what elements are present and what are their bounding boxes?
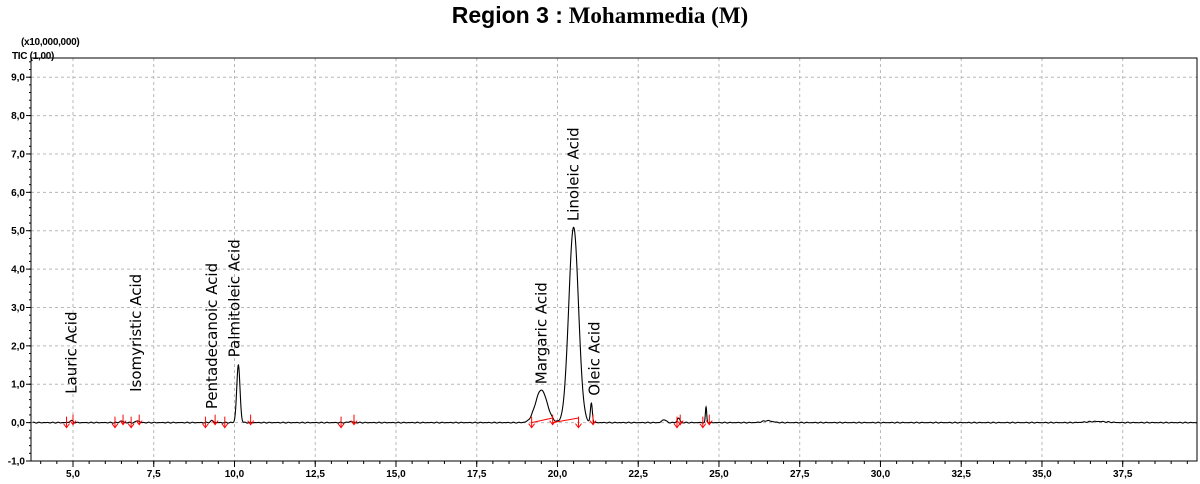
- x-tick-label: 32,5: [951, 469, 971, 480]
- integration-marker-layer: [63, 414, 713, 429]
- x-tick-label: 10,0: [225, 469, 245, 480]
- peak-label-layer: Lauric Acid Isomyristic Acid Pentadecanoic…: [62, 127, 603, 409]
- x-tick-label: 30,0: [871, 469, 891, 480]
- x-tick-label: 15,0: [386, 469, 406, 480]
- y-tick-label: 2,0: [11, 341, 25, 352]
- plot-frame: [30, 57, 1198, 462]
- chromatogram-trace: [32, 226, 1197, 424]
- y-tick-label: 0,0: [11, 418, 25, 429]
- x-tick-label: 37,5: [1113, 469, 1133, 480]
- x-tick-label: 17,5: [467, 469, 487, 480]
- integration-marker: [705, 414, 713, 426]
- y-tick-label: 8,0: [11, 111, 25, 122]
- integration-marker: [111, 416, 119, 429]
- x-tick-label: 27,5: [790, 469, 810, 480]
- peak-label: Oleic Acid: [586, 321, 604, 395]
- x-tick-label: 5,0: [66, 469, 80, 480]
- integration-marker: [549, 414, 557, 426]
- y-tick-label: 3,0: [11, 303, 25, 314]
- peak-label: Lauric Acid: [62, 311, 80, 393]
- integration-marker: [676, 414, 684, 426]
- chart-title-part2: Mohammedia (M): [568, 3, 749, 28]
- x-tick-label: 35,0: [1032, 469, 1052, 480]
- y-tick-label: 9,0: [11, 73, 25, 84]
- integration-marker: [63, 416, 70, 429]
- integration-marker: [337, 416, 345, 429]
- trace-layer: [32, 226, 1197, 424]
- integration-marker: [247, 414, 255, 426]
- integration-marker: [69, 414, 77, 426]
- x-tick-label: 25,0: [709, 469, 729, 480]
- y-scale-label: (x10,000,000): [21, 37, 80, 48]
- peak-label: Isomyristic Acid: [127, 274, 145, 392]
- integration-marker: [211, 414, 219, 426]
- trace-label: TIC (1,00): [12, 51, 55, 62]
- chart-title-part1: Region 3 :: [451, 2, 563, 28]
- integration-marker: [528, 416, 536, 429]
- x-tick-label: 20,0: [548, 469, 568, 480]
- x-tick-label: 12,5: [305, 469, 325, 480]
- integration-marker: [350, 414, 358, 426]
- integration-marker: [119, 414, 127, 426]
- integration-marker: [699, 416, 707, 429]
- integration-marker: [221, 416, 229, 429]
- integration-marker: [135, 414, 143, 426]
- integration-marker: [575, 416, 582, 429]
- x-tick-label: 22,5: [628, 469, 648, 480]
- peak-label: Pentadecanoic Acid: [203, 263, 221, 409]
- y-tick-label: 7,0: [11, 149, 25, 160]
- y-tick-label: -1,0: [8, 457, 26, 468]
- integration-marker: [127, 416, 135, 429]
- integration-marker: [589, 414, 597, 426]
- y-tick-label: 4,0: [11, 265, 25, 276]
- peak-label: Margaric Acid: [532, 282, 550, 384]
- peak-label: Palmitoleic Acid: [225, 239, 243, 357]
- axis-layer: -1,0 0,0 1,0 2,0 3,0 4,0 5,0 6,0 7,0 8,0 9,0 5,0 7,5…: [8, 57, 1198, 480]
- x-tick-label: 7,5: [147, 469, 161, 480]
- y-tick-label: 5,0: [11, 226, 25, 237]
- integration-baseline: [531, 417, 553, 424]
- peak-label: Linoleic Acid: [565, 127, 583, 221]
- chart-title: Region 3 : Mohammedia (M): [0, 2, 1200, 29]
- integration-marker: [202, 416, 209, 429]
- y-tick-label: 6,0: [11, 188, 25, 199]
- integration-marker: [673, 416, 681, 429]
- integration-baseline: [552, 417, 579, 424]
- y-tick-label: 1,0: [11, 380, 25, 391]
